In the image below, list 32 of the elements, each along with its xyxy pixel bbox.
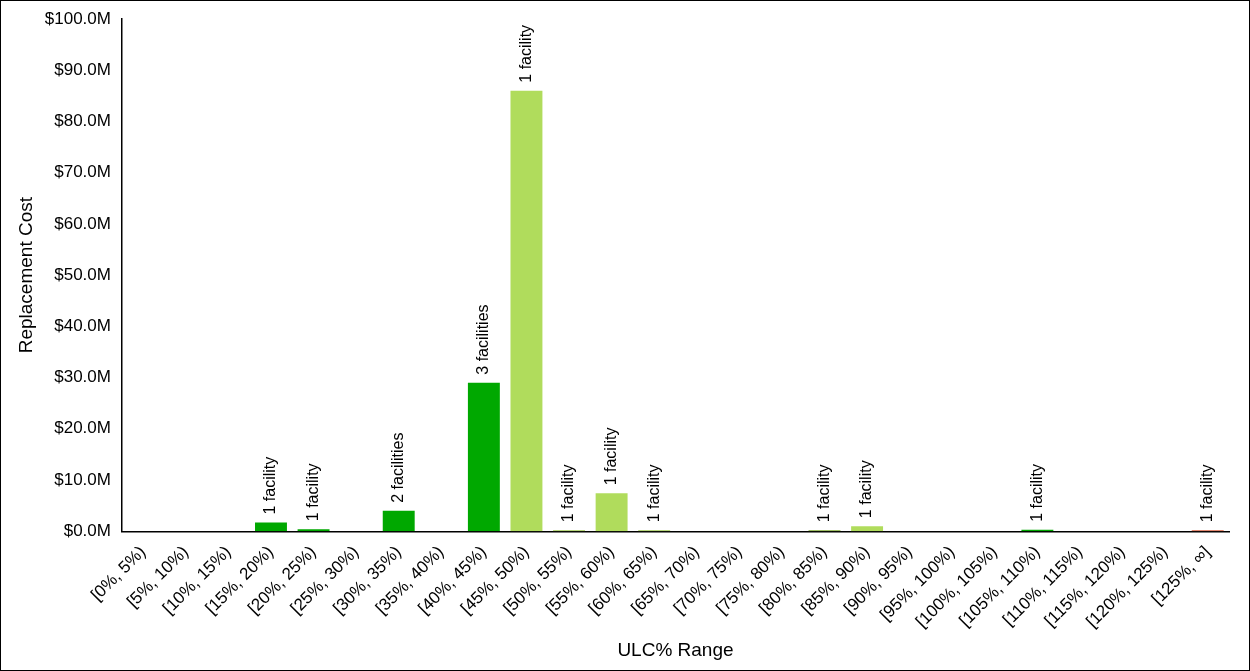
- y-tick-label: $10.0M: [54, 469, 111, 489]
- bar: [467, 382, 500, 532]
- bar: [510, 90, 543, 532]
- annotation: 1 facility: [516, 24, 534, 83]
- y-tick-label: $40.0M: [54, 316, 111, 336]
- annotation: 1 facility: [1027, 463, 1045, 522]
- y-tick-label: $60.0M: [54, 213, 111, 233]
- bar: [851, 526, 884, 532]
- annotation: 1 facility: [1198, 464, 1216, 523]
- y-tick-label: $0.0M: [63, 520, 111, 540]
- y-tick-label: $80.0M: [54, 111, 111, 131]
- bar: [595, 493, 628, 532]
- y-tick-label: $30.0M: [54, 367, 111, 387]
- y-tick-label: $100.0M: [44, 8, 111, 28]
- y-axis-title: Replacement Cost: [14, 196, 36, 354]
- annotation: 1 facility: [303, 463, 321, 522]
- annotation: 1 facility: [559, 464, 577, 523]
- annotation: 1 facility: [857, 460, 875, 519]
- annotation: 1 facility: [644, 464, 662, 523]
- x-axis-title: ULC% Range: [617, 638, 734, 660]
- annotation: 1 facility: [814, 464, 832, 523]
- y-tick-label: $90.0M: [54, 59, 111, 79]
- y-tick-label: $20.0M: [54, 418, 111, 438]
- bar: [297, 529, 330, 532]
- annotation: 1 facility: [602, 427, 620, 486]
- y-tick-label: $70.0M: [54, 162, 111, 182]
- annotation: 2 facilities: [389, 432, 407, 503]
- annotation: 1 facility: [261, 456, 279, 515]
- bar: [382, 510, 415, 532]
- annotation: 3 facilities: [474, 304, 492, 375]
- bar: [255, 522, 287, 532]
- y-tick-label: $50.0M: [54, 264, 111, 284]
